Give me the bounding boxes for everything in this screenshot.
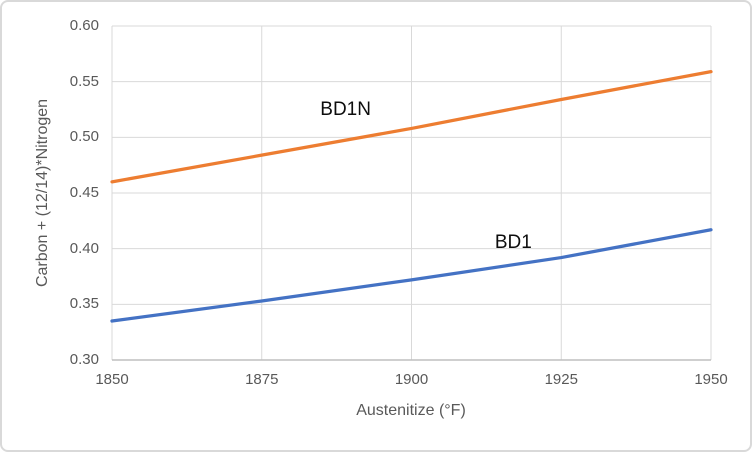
x-tick-label: 1900 <box>394 371 429 388</box>
y-tick-label: 0.45 <box>69 184 99 201</box>
y-tick-label: 0.50 <box>69 128 99 146</box>
y-tick-label: 0.55 <box>69 72 99 90</box>
y-tick-label: 0.40 <box>69 239 99 257</box>
y-tick-label: 0.60 <box>69 17 99 34</box>
x-axis-title: Austenitize (°F) <box>356 402 466 419</box>
y-axis-title: Carbon + (12/14)*Nitrogen <box>34 98 51 288</box>
x-tick-label: 1850 <box>95 371 129 388</box>
x-tick-label: 1875 <box>245 371 279 388</box>
series-label-BD1: BD1 <box>494 232 532 254</box>
x-tick-label: 1950 <box>694 371 728 388</box>
y-tick-label: 0.30 <box>69 351 99 368</box>
series-label-BD1N: BD1N <box>320 98 371 120</box>
y-tick-label: 0.35 <box>69 295 99 313</box>
series-line-BD1 <box>110 228 713 323</box>
x-tick-label: 1925 <box>544 371 578 388</box>
series-line-BD1N <box>110 70 713 184</box>
